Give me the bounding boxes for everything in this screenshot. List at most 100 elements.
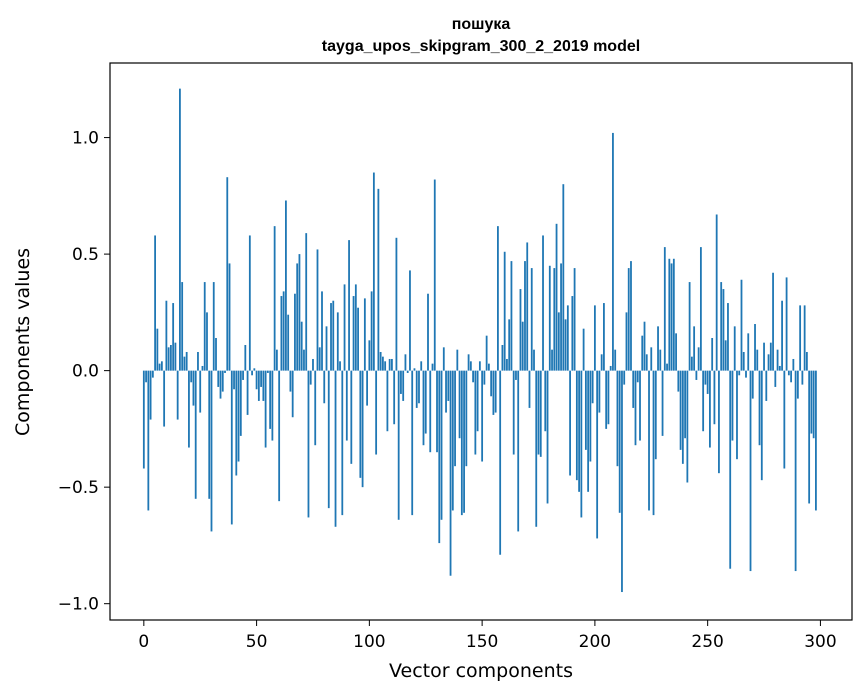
bar [733, 326, 736, 371]
bar [742, 351, 745, 371]
bar [652, 370, 655, 516]
bar [548, 265, 551, 371]
bar [686, 370, 689, 483]
bar [478, 361, 481, 371]
bar [228, 263, 231, 371]
bar [483, 370, 486, 385]
bar [427, 293, 429, 371]
bar [474, 370, 477, 455]
bar [551, 349, 553, 371]
bar [309, 370, 312, 385]
bar [429, 370, 432, 453]
bar [379, 351, 382, 371]
bar [221, 370, 224, 392]
bar [476, 370, 479, 432]
bar [643, 321, 646, 371]
bar [564, 319, 567, 371]
bar [463, 370, 465, 513]
bar [384, 361, 387, 371]
bar [706, 370, 709, 394]
bar [154, 235, 156, 371]
bar [217, 370, 220, 387]
bar [391, 358, 393, 371]
bar [754, 324, 756, 371]
plot-frame [109, 62, 853, 621]
bar [713, 370, 716, 425]
bar [377, 188, 380, 371]
bar [661, 370, 664, 436]
y-tick-label: −0.5 [58, 478, 99, 498]
bar [343, 284, 346, 371]
bar [445, 370, 447, 413]
bar [774, 370, 777, 387]
bar [580, 370, 583, 518]
bar [354, 284, 357, 371]
bar [787, 370, 790, 376]
bar [363, 298, 366, 371]
bar [253, 368, 256, 371]
bar [632, 370, 635, 408]
bar [393, 370, 396, 425]
bar [537, 370, 540, 455]
bar [499, 370, 502, 555]
bar [630, 261, 632, 371]
bar [591, 370, 594, 404]
bar [675, 333, 677, 371]
bar [424, 370, 427, 434]
bar [460, 370, 463, 516]
bar [612, 132, 614, 371]
bar [467, 354, 470, 371]
bar [307, 370, 310, 518]
bar [266, 370, 269, 373]
bar [395, 237, 398, 371]
bar [316, 249, 319, 371]
bar [535, 370, 538, 527]
bar [704, 370, 707, 385]
x-tick-label: 150 [466, 632, 498, 652]
bar [440, 370, 443, 520]
bar [230, 370, 233, 525]
bar [188, 370, 190, 448]
bar [172, 303, 175, 371]
bar [702, 370, 705, 432]
bar [756, 349, 759, 371]
bar [291, 370, 294, 418]
bar [212, 282, 215, 371]
bar [805, 351, 808, 371]
bar [181, 282, 184, 371]
bar [406, 370, 409, 373]
bar [370, 291, 373, 371]
bar [699, 247, 702, 371]
bar [454, 370, 456, 467]
bar [323, 370, 326, 404]
bar [368, 340, 371, 371]
bar [487, 363, 490, 371]
bar [571, 296, 574, 371]
bar [167, 347, 170, 371]
x-tick-label: 100 [353, 632, 385, 652]
bar [542, 235, 544, 371]
y-axis-label: Components values [12, 248, 34, 436]
bar [339, 361, 341, 371]
bar [465, 370, 468, 467]
bar [697, 347, 700, 371]
bar [769, 342, 772, 371]
bar [336, 312, 339, 371]
bar [282, 291, 285, 371]
x-tick-label: 300 [804, 632, 836, 652]
bar [792, 358, 795, 371]
bar [404, 354, 407, 371]
bar [327, 370, 330, 509]
bar [330, 303, 332, 371]
bar [219, 370, 222, 399]
bar [169, 345, 172, 371]
bar [386, 370, 389, 432]
bar [402, 370, 405, 401]
y-axis-ticks: −1.0 −0.5 0.0 0.5 1.0 [58, 129, 110, 615]
bar [526, 242, 529, 371]
bar [375, 370, 378, 455]
bar [449, 370, 452, 576]
bar [237, 370, 240, 462]
bar [799, 305, 802, 371]
